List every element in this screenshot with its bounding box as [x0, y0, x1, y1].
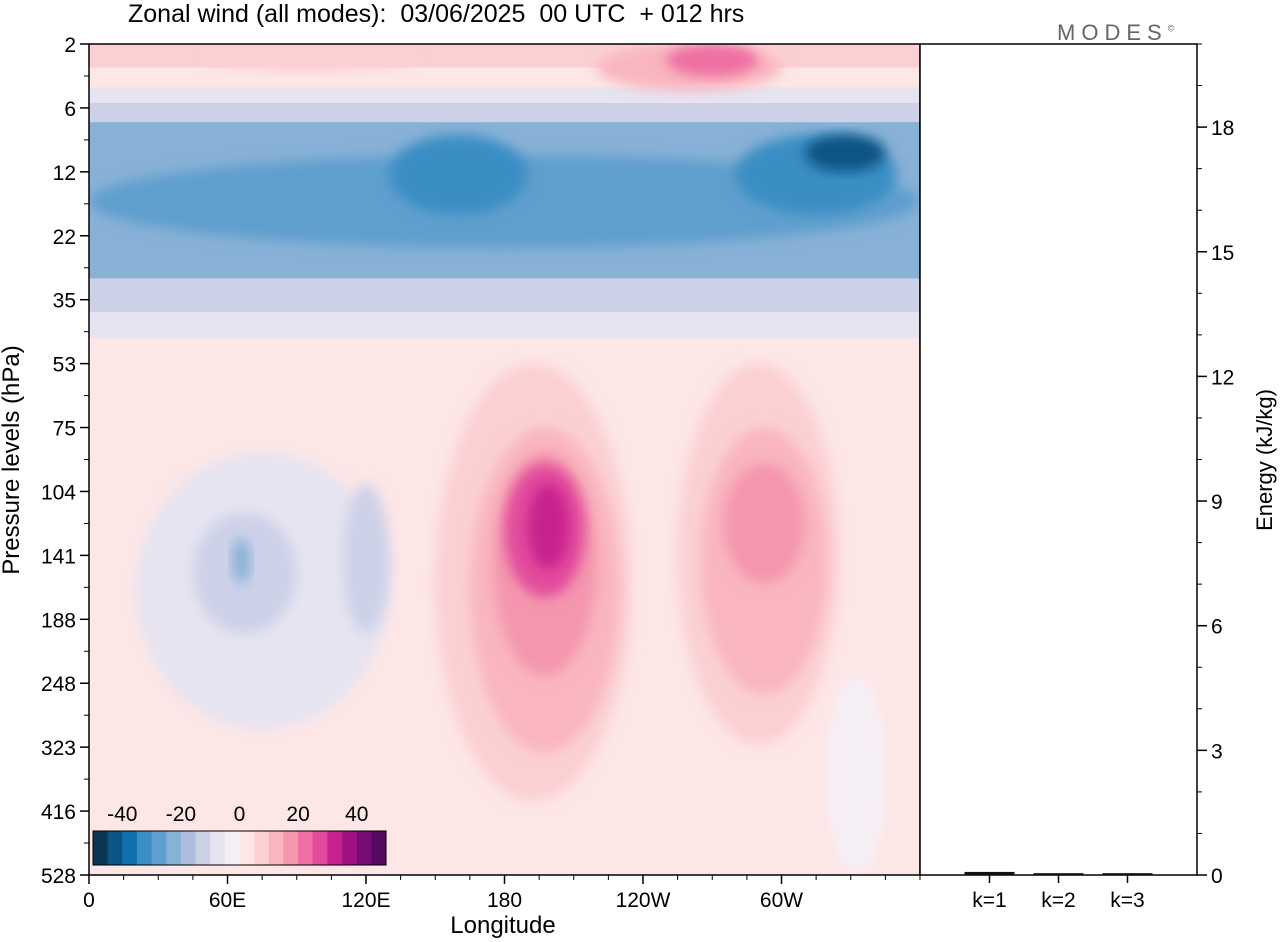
energy-tick-label: 6: [1211, 616, 1223, 639]
y-tick-label: 416: [41, 801, 76, 824]
heat-band: [89, 87, 920, 103]
colorbar-frame: [92, 830, 387, 866]
energy-panel-frame: [919, 43, 1198, 876]
colorbar-swatch: [312, 831, 328, 865]
colorbar-swatch: [195, 831, 211, 865]
x-tick-label: 60W: [760, 889, 803, 912]
colorbar-tick-label: 20: [286, 803, 309, 826]
y-tick-label: 53: [53, 354, 76, 377]
colorbar-swatch: [210, 831, 226, 865]
y-tick-label: 12: [53, 162, 76, 185]
colorbar-swatch: [356, 831, 372, 865]
energy-category-label: k=2: [1041, 889, 1075, 912]
colorbar-swatch: [93, 831, 109, 865]
x-tick-label: 120W: [616, 889, 671, 912]
energy-tick-label: 9: [1211, 491, 1223, 514]
colorbar-swatch: [166, 831, 182, 865]
heat-blob: [527, 483, 570, 570]
heat-band: [89, 278, 920, 313]
energy-bar: [1102, 873, 1153, 875]
copyright-mark: ©: [1167, 23, 1175, 34]
chart-title: Zonal wind (all modes): 03/06/2025 00 UT…: [128, 0, 745, 28]
modes-logo-text: MODES: [1057, 20, 1168, 45]
x-tick-label: 120E: [341, 889, 390, 912]
y-tick-label: 248: [41, 673, 76, 696]
energy-bar: [964, 871, 1015, 875]
heat-blob: [342, 483, 390, 634]
y-tick-label: 35: [53, 290, 76, 313]
y-tick-label: 188: [41, 609, 76, 632]
heat-blob: [204, 44, 413, 72]
heat-blob: [827, 675, 886, 875]
colorbar-swatch: [136, 831, 153, 865]
y-tick-label: 141: [41, 545, 76, 568]
colorbar: -40 -20 0 20 40: [92, 803, 387, 866]
x-tick-label: 180: [487, 889, 522, 912]
colorbar-tick-label: -20: [166, 803, 196, 826]
colorbar-swatch: [371, 831, 387, 865]
colorbar-tick-label: 40: [345, 803, 368, 826]
heat-band: [89, 67, 920, 88]
x-axis-ticks: 0 60E 120E 180 120W 60W: [83, 875, 921, 912]
y-tick-label: 323: [41, 737, 76, 760]
y-tick-label: 75: [53, 418, 76, 441]
energy-tick-label: 15: [1211, 242, 1234, 265]
colorbar-swatch: [342, 831, 358, 865]
energy-tick-label: 0: [1211, 865, 1223, 888]
colorbar-swatch: [298, 831, 314, 865]
colorbar-swatch: [122, 831, 138, 865]
colorbar-swatch: [151, 831, 167, 865]
energy-tick-label: 12: [1211, 366, 1234, 389]
y-axis-ticks: 2 6 12 22 35 53 75 104 141 188 248 323 416 528: [41, 34, 89, 888]
heat-blob: [723, 463, 805, 584]
colorbar-swatch: [107, 831, 123, 865]
x-tick-label: 0: [83, 889, 95, 912]
energy-category-label: k=1: [972, 889, 1006, 912]
heat-band: [89, 102, 920, 123]
colorbar-swatch: [224, 831, 240, 865]
heat-blob: [389, 134, 528, 215]
energy-category-label: k=3: [1110, 889, 1144, 912]
y-tick-label: 6: [64, 98, 76, 121]
colorbar-swatch: [239, 831, 255, 865]
energy-tick-label: 18: [1211, 117, 1234, 140]
modes-logo: MODES©: [1057, 20, 1174, 46]
energy-bars: [964, 871, 1153, 875]
colorbar-tick-label: 0: [234, 803, 246, 826]
y-tick-label: 104: [41, 481, 76, 504]
energy-bar: [1033, 873, 1084, 875]
energy-category-ticks: k=1 k=2 k=3: [972, 875, 1145, 912]
y-tick-label: 2: [64, 34, 76, 57]
heat-blob: [666, 44, 759, 77]
colorbar-tick-label: -40: [107, 803, 137, 826]
energy-axis-ticks: 0 3 6 9 12 15 18: [1197, 43, 1234, 888]
colorbar-swatch: [268, 831, 284, 865]
y-tick-label: 22: [53, 226, 76, 249]
heatmap-field: [89, 44, 920, 875]
colorbar-swatch: [180, 831, 197, 865]
heat-blob: [804, 134, 886, 172]
heat-band: [89, 312, 920, 339]
colorbar-swatch: [327, 831, 343, 865]
colorbar-swatch: [283, 831, 299, 865]
energy-tick-label: 3: [1211, 740, 1223, 763]
y-tick-label: 528: [41, 865, 76, 888]
colorbar-swatch: [254, 831, 270, 865]
x-axis-label: Longitude: [450, 912, 556, 939]
x-tick-label: 60E: [209, 889, 246, 912]
heat-blob: [232, 538, 251, 584]
